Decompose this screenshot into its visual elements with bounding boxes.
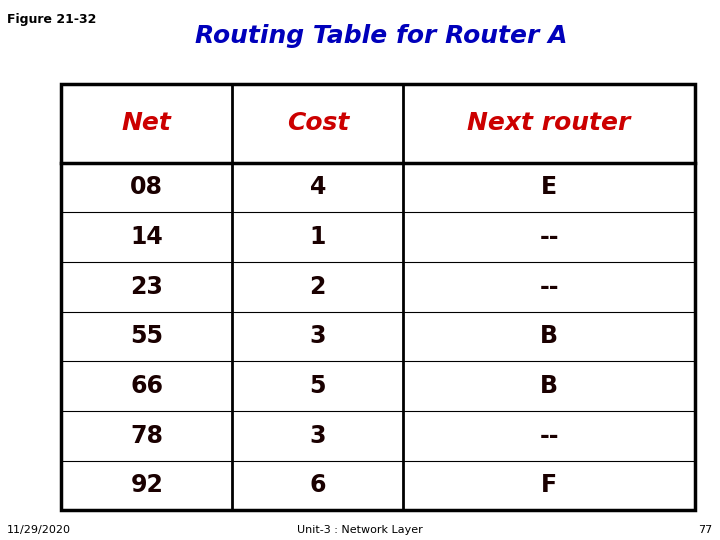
- Text: 08: 08: [130, 176, 163, 199]
- Text: 3: 3: [310, 325, 326, 348]
- Text: E: E: [541, 176, 557, 199]
- Text: 6: 6: [310, 474, 326, 497]
- Text: Next router: Next router: [467, 111, 631, 135]
- Text: 23: 23: [130, 275, 163, 299]
- Text: Cost: Cost: [287, 111, 349, 135]
- Text: 2: 2: [310, 275, 326, 299]
- Text: B: B: [540, 325, 558, 348]
- Text: 78: 78: [130, 424, 163, 448]
- Text: Unit-3 : Network Layer: Unit-3 : Network Layer: [297, 524, 423, 535]
- Text: --: --: [539, 225, 559, 249]
- Text: --: --: [539, 424, 559, 448]
- Text: Figure 21-32: Figure 21-32: [7, 14, 96, 26]
- Text: B: B: [540, 374, 558, 398]
- Text: F: F: [541, 474, 557, 497]
- Text: 55: 55: [130, 325, 163, 348]
- Text: Net: Net: [122, 111, 171, 135]
- Text: 1: 1: [310, 225, 326, 249]
- Text: --: --: [539, 275, 559, 299]
- Text: 14: 14: [130, 225, 163, 249]
- Text: 11/29/2020: 11/29/2020: [7, 524, 71, 535]
- Text: 3: 3: [310, 424, 326, 448]
- Text: Routing Table for Router A: Routing Table for Router A: [195, 24, 568, 48]
- Text: 66: 66: [130, 374, 163, 398]
- Text: 92: 92: [130, 474, 163, 497]
- Text: 4: 4: [310, 176, 326, 199]
- Text: 77: 77: [698, 524, 713, 535]
- Text: 5: 5: [310, 374, 326, 398]
